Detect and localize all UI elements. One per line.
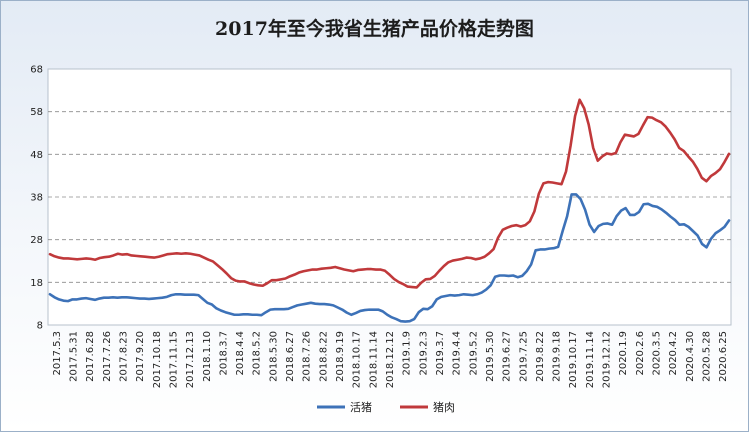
legend: 活猪 猪肉 [317, 401, 455, 414]
y-tick-label: 38 [30, 193, 43, 204]
y-tick-label: 18 [30, 278, 43, 289]
x-tick-label: 2017.5.31 [68, 331, 79, 382]
x-tick-label: 2018.3.7 [218, 331, 229, 376]
x-tick-label: 2018.5.2 [252, 331, 263, 376]
x-tick-label: 2017.5.3 [52, 331, 63, 376]
x-tick-label: 2019.5.2 [468, 331, 479, 376]
x-tick-label: 2017.10.18 [152, 331, 163, 388]
chart-title: 2017年至今我省生猪产品价格走势图 [215, 18, 534, 40]
x-tick-label: 2019.7.25 [518, 331, 529, 382]
x-tick-label: 2019.8.22 [535, 331, 546, 382]
y-tick-label: 48 [30, 150, 43, 161]
x-tick-label: 2018.6.27 [285, 331, 296, 382]
y-tick-label: 8 [37, 321, 43, 332]
x-tick-label: 2020.4.30 [685, 331, 696, 382]
series-line-0 [48, 193, 731, 323]
x-tick-label: 2017.7.26 [102, 331, 113, 382]
x-tick-label: 2018.7.26 [302, 331, 313, 382]
y-tick-label: 68 [30, 65, 43, 76]
x-tick-label: 2019.6.27 [502, 331, 513, 382]
x-tick-label: 2018.9.19 [335, 331, 346, 382]
x-tick-label: 2019.2.3 [418, 331, 429, 376]
series-lines [48, 98, 731, 323]
y-tick-label: 28 [30, 235, 43, 246]
x-tick-label: 2018.5.30 [268, 331, 279, 382]
series-line-1 [48, 98, 731, 289]
x-tick-label: 2019.11.14 [585, 331, 596, 388]
x-tick-label: 2018.1.10 [202, 331, 213, 382]
y-axis-ticks: 8 18 28 38 48 58 68 [30, 65, 43, 332]
x-tick-label: 2018.4.4 [235, 331, 246, 376]
x-tick-label: 2019.9.18 [552, 331, 563, 382]
plot-area [47, 68, 732, 326]
x-tick-label: 2018.10.17 [352, 331, 363, 388]
x-tick-label: 2019.10.17 [568, 331, 579, 388]
x-tick-label: 2017.12.13 [185, 331, 196, 388]
x-tick-label: 2018.8.22 [318, 331, 329, 382]
x-tick-label: 2020.2.6 [635, 331, 646, 376]
x-tick-label: 2017.8.23 [118, 331, 129, 382]
x-tick-label: 2020.3.5 [652, 331, 663, 376]
gridlines [48, 111, 731, 283]
legend-label-0: 活猪 [350, 401, 372, 414]
x-tick-label: 2019.1.9 [402, 331, 413, 376]
x-tick-label: 2020.6.25 [718, 331, 729, 382]
x-tick-label: 2019.5.30 [485, 331, 496, 382]
legend-label-1: 猪肉 [433, 401, 455, 414]
x-tick-label: 2020.5.28 [702, 331, 713, 382]
x-tick-label: 2017.9.20 [135, 331, 146, 382]
x-tick-label: 2017.6.28 [85, 331, 96, 382]
x-tick-label: 2019.3.7 [435, 331, 446, 376]
x-tick-label: 2018.12.12 [385, 331, 396, 388]
x-axis-ticks: 2017.5.3 2017.5.31 2017.6.28 2017.7.26 2017.… [52, 331, 729, 388]
y-tick-label: 58 [30, 107, 43, 118]
x-tick-label: 2019.12.12 [602, 331, 613, 388]
x-tick-label: 2020.4.2 [668, 331, 679, 376]
x-tick-label: 2018.11.14 [368, 331, 379, 388]
x-tick-label: 2020.1.9 [618, 331, 629, 376]
x-tick-label: 2019.4.4 [452, 331, 463, 376]
x-tick-label: 2017.11.15 [168, 331, 179, 388]
